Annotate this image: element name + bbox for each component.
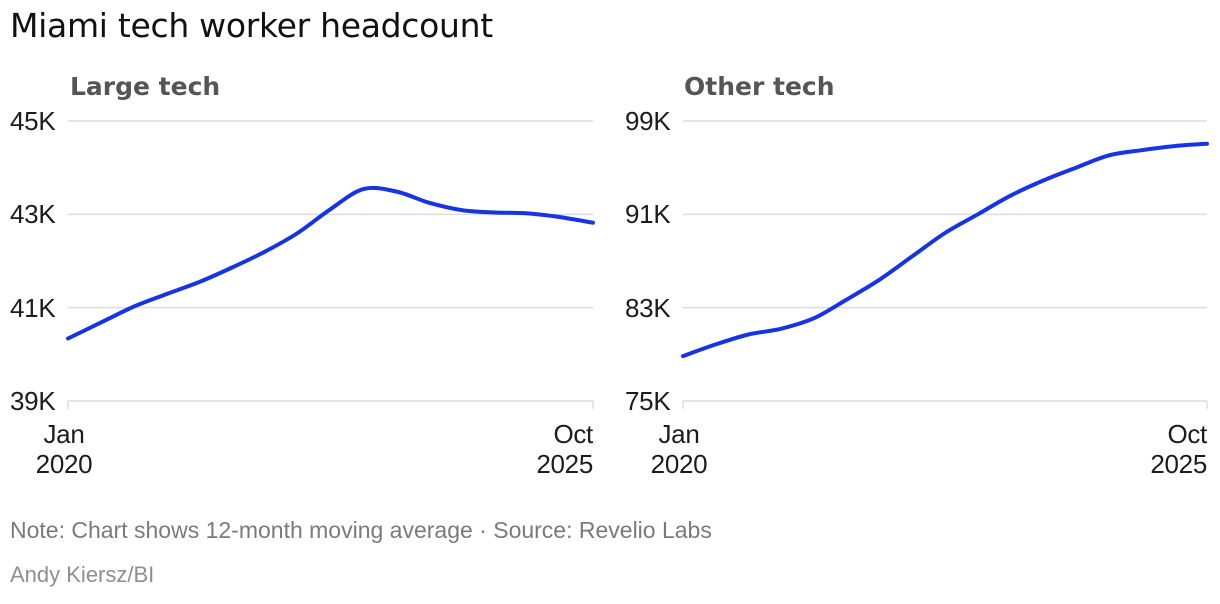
large-tech-line-chart <box>66 120 595 409</box>
y-tick-label: 75K <box>625 386 671 416</box>
x-tick-label-end: Oct 2025 <box>483 419 593 479</box>
x-tick-month: Oct <box>553 419 593 449</box>
y-tick-label: 39K <box>10 386 56 416</box>
chart-credit: Andy Kiersz/BI <box>10 562 155 587</box>
x-tick-month: Jan <box>658 419 700 449</box>
x-tick-label-start: Jan 2020 <box>624 419 734 479</box>
page-title: Miami tech worker headcount <box>10 6 493 45</box>
x-tick-year: 2020 <box>650 449 708 479</box>
x-tick-label-start: Jan 2020 <box>9 419 119 479</box>
x-tick-month: Jan <box>43 419 85 449</box>
chart-note: Note: Chart shows 12-month moving averag… <box>10 517 712 543</box>
other-tech-line-chart <box>681 120 1209 409</box>
x-tick-month: Oct <box>1167 419 1207 449</box>
x-tick-year: 2025 <box>1150 449 1207 479</box>
x-tick-year: 2025 <box>536 449 593 479</box>
y-tick-label: 91K <box>625 199 671 229</box>
y-tick-label: 83K <box>625 293 671 323</box>
left-panel-subtitle: Large tech <box>70 72 221 101</box>
trend-line <box>681 141 1209 359</box>
right-panel-subtitle: Other tech <box>684 72 835 101</box>
y-tick-label: 41K <box>10 293 56 323</box>
y-tick-label: 45K <box>10 106 56 136</box>
x-tick-year: 2020 <box>35 449 93 479</box>
y-tick-label: 99K <box>625 106 671 136</box>
x-tick-label-end: Oct 2025 <box>1097 419 1207 479</box>
trend-line <box>66 185 595 341</box>
y-tick-label: 43K <box>10 199 56 229</box>
